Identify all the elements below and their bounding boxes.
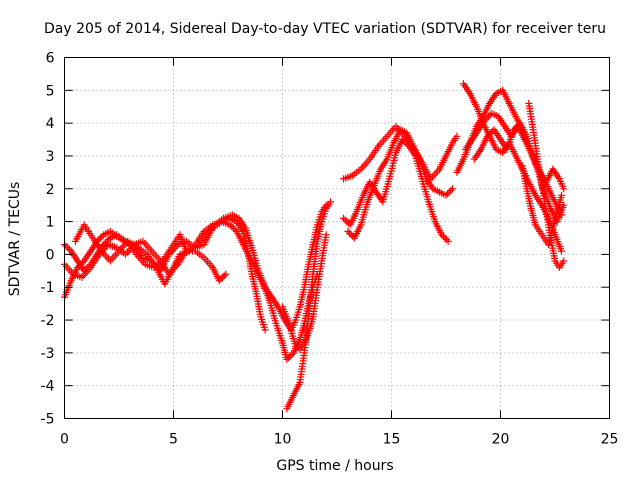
data-markers bbox=[61, 80, 568, 413]
data-point-markers bbox=[525, 99, 568, 271]
x-axis-title: GPS time / hours bbox=[276, 458, 393, 474]
x-tick-label: 20 bbox=[492, 432, 510, 448]
data-point-markers bbox=[340, 136, 452, 245]
y-tick-label: 6 bbox=[46, 51, 55, 67]
y-tick-label: -3 bbox=[41, 346, 55, 362]
y-tick-label: -5 bbox=[41, 412, 55, 428]
data-point-markers bbox=[279, 231, 330, 354]
series-track-m bbox=[470, 119, 568, 193]
data-point-markers bbox=[518, 162, 565, 249]
y-tick-label: 4 bbox=[46, 116, 55, 132]
series-track-o bbox=[518, 162, 565, 249]
series-track-i bbox=[344, 126, 456, 242]
data-point-markers bbox=[283, 198, 334, 413]
y-tick-label: -2 bbox=[41, 313, 55, 329]
series-track-n bbox=[525, 99, 568, 271]
plot-frame bbox=[64, 57, 610, 419]
series-track-f bbox=[279, 231, 330, 354]
y-tick-label: 3 bbox=[46, 149, 55, 165]
data-point-markers bbox=[71, 221, 230, 285]
y-tick-label: -1 bbox=[41, 280, 55, 296]
data-point-markers bbox=[470, 119, 568, 193]
y-tick-label: 5 bbox=[46, 83, 55, 99]
y-tick-label: 1 bbox=[46, 215, 55, 231]
x-tick-label: 15 bbox=[383, 432, 401, 448]
y-tick-label: 2 bbox=[46, 182, 55, 198]
y-axis-title: SDTVAR / TECUs bbox=[7, 182, 23, 297]
grid-lines bbox=[64, 57, 610, 419]
y-tick-label: 0 bbox=[46, 247, 55, 263]
series-track-e bbox=[283, 198, 334, 413]
x-tick-label: 10 bbox=[274, 432, 292, 448]
x-tick-label: 0 bbox=[60, 432, 69, 448]
chart-title: Day 205 of 2014, Sidereal Day-to-day VTE… bbox=[44, 21, 606, 37]
y-tick-label: -4 bbox=[41, 379, 55, 395]
series-track-d bbox=[71, 221, 230, 285]
axis-ticks: -5 -4 -3 -2 -1 0 1 2 3 4 5 6 0 5 10 15 20 25 bbox=[41, 51, 619, 448]
data-point-markers bbox=[344, 126, 456, 242]
series-track-h bbox=[340, 136, 452, 245]
x-tick-label: 25 bbox=[601, 432, 619, 448]
x-tick-label: 5 bbox=[169, 432, 178, 448]
